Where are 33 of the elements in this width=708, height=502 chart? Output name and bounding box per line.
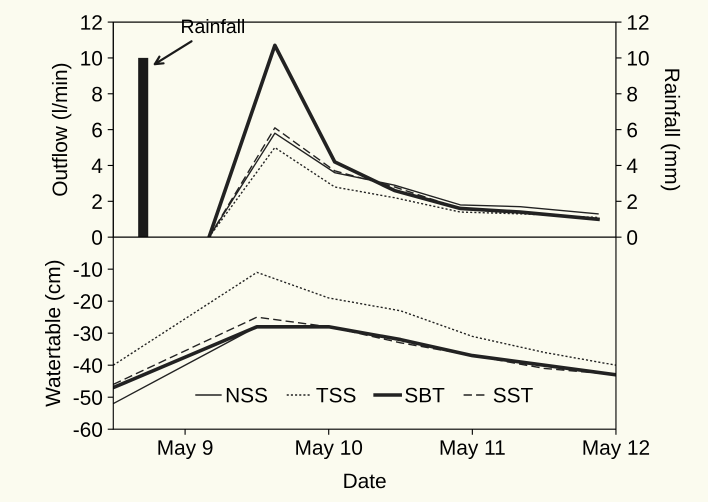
y2-tick-label: 4 [626,158,638,174]
y-axis-title: Outflow (l/min) [52,64,72,196]
y-tick-label: -10 [74,262,102,277]
x-axis-title: Date [344,474,386,488]
y2-tick-label: 10 [628,50,649,66]
y2-tick-label: 0 [627,230,638,245]
y2-axis-title: Rainfall (mm) [660,69,680,190]
x-tick-label: May 10 [296,440,362,460]
annotation: Rainfall [182,18,244,34]
legend-label: TSS [316,388,356,402]
legend-label: SST [494,388,533,402]
y-tick-label: 6 [92,122,102,138]
x-tick-label: May 9 [158,440,212,460]
y-tick-label: 10 [81,50,102,66]
y2-tick-label: 2 [627,194,637,209]
y-tick-label: -40 [74,358,102,373]
legend-label: SBT [405,388,444,402]
y-axis-title: Watertable (cm) [45,260,64,407]
y-tick-label: 8 [92,86,102,102]
y-tick-label: 0 [92,230,102,245]
y2-tick-label: 6 [627,122,638,138]
y-tick-label: 4 [92,158,102,174]
y2-tick-label: 12 [628,15,649,30]
x-tick-label: May 12 [584,440,650,460]
y-tick-label: -50 [74,390,102,405]
x-tick-label: May 11 [440,440,505,460]
y-tick-label: 12 [81,15,102,30]
y-tick-label: -60 [74,422,102,437]
legend-label: NSS [226,388,268,402]
y-tick-label: 2 [92,194,102,209]
y-tick-label: -20 [74,294,102,309]
y2-tick-label: 8 [627,86,638,102]
y-tick-label: -30 [74,326,102,341]
